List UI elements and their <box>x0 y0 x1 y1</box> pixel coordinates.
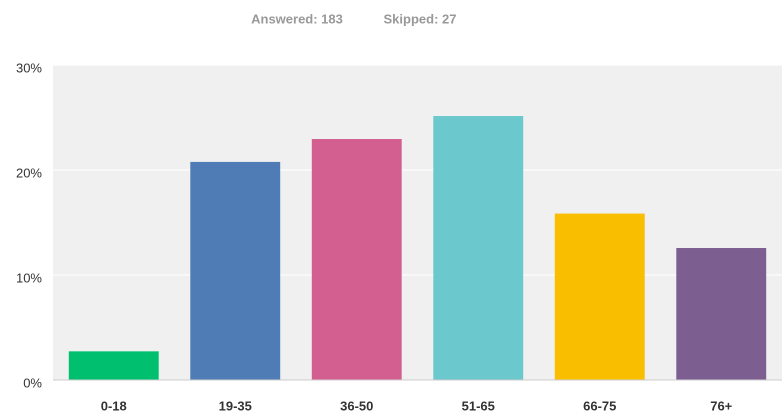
bar <box>676 248 767 380</box>
bar <box>68 351 159 380</box>
x-tick-label: 76+ <box>710 398 732 413</box>
x-tick-label: 66-75 <box>583 398 616 413</box>
bar <box>311 139 402 380</box>
bar <box>554 213 645 380</box>
x-tick-label: 0-18 <box>101 398 127 413</box>
y-tick-label: 20% <box>16 165 42 180</box>
y-tick-label: 30% <box>16 60 42 75</box>
x-tick-label: 51-65 <box>462 398 495 413</box>
plot-area <box>53 65 782 380</box>
answered: Answered: 183 <box>251 11 343 26</box>
skipped: Skipped: 27 <box>384 11 457 26</box>
bar <box>190 161 281 380</box>
x-tick-label: 36-50 <box>340 398 373 413</box>
bar <box>433 116 524 380</box>
y-tick-label: 10% <box>16 270 42 285</box>
x-tick-label: 19-35 <box>219 398 252 413</box>
y-tick-label: 0% <box>23 375 42 390</box>
